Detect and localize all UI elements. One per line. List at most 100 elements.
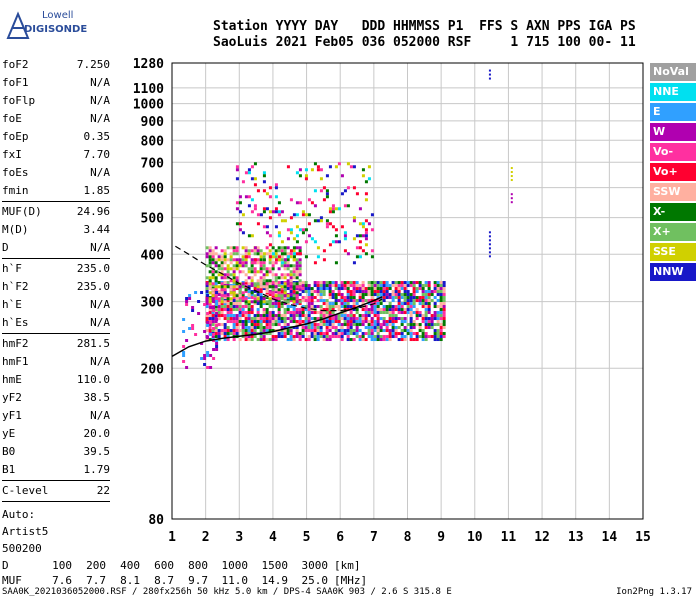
- echo-point: [340, 314, 344, 318]
- muf-cell: 11.0: [221, 574, 249, 587]
- echo-point: [307, 234, 311, 238]
- echo-point: [265, 320, 269, 324]
- echo-point: [247, 252, 251, 256]
- echo-point: [436, 305, 440, 309]
- echo-point: [271, 281, 275, 285]
- param-value: 110.0: [76, 373, 110, 386]
- echo-point: [376, 290, 380, 294]
- echo-point: [247, 300, 251, 304]
- echo-point: [217, 302, 221, 306]
- echo-point: [316, 168, 320, 172]
- echo-point: [367, 293, 371, 297]
- echo-point: [256, 323, 260, 327]
- echo-point: [415, 287, 419, 291]
- echo-point: [424, 284, 428, 288]
- echo-point: [385, 326, 389, 330]
- echo-point: [442, 290, 446, 294]
- echo-point: [241, 320, 245, 324]
- echo-point: [436, 329, 440, 333]
- echo-point: [223, 252, 227, 256]
- echo-point: [322, 299, 326, 303]
- echo-point: [208, 261, 212, 265]
- echo-point: [510, 179, 513, 182]
- echo-point: [292, 317, 296, 321]
- echo-point: [295, 335, 299, 339]
- echo-point: [256, 308, 260, 312]
- echo-point: [388, 296, 392, 300]
- echo-point: [334, 207, 338, 211]
- echo-point: [370, 284, 374, 288]
- echo-point: [301, 320, 305, 324]
- echo-point: [352, 332, 356, 336]
- echo-point: [217, 293, 221, 297]
- echo-point: [322, 323, 326, 327]
- echo-point: [313, 329, 317, 333]
- echo-point: [301, 228, 305, 232]
- echo-point: [313, 204, 317, 208]
- muf-cell: 8.7: [154, 574, 174, 587]
- echo-point: [328, 165, 332, 169]
- echo-point: [295, 246, 299, 250]
- echo-point: [259, 213, 263, 217]
- echo-point: [277, 320, 281, 324]
- echo-point: [205, 264, 209, 268]
- param-label: h`E: [2, 298, 22, 311]
- echo-point: [304, 174, 308, 178]
- echo-point: [325, 195, 329, 199]
- echo-point: [298, 302, 302, 306]
- muf-cell: 25.0: [301, 574, 329, 587]
- echo-point: [334, 240, 338, 244]
- echo-point: [271, 329, 275, 333]
- param-label: C-level: [2, 484, 49, 497]
- echo-point: [301, 287, 305, 291]
- echo-point: [265, 207, 269, 211]
- echo-point: [409, 317, 413, 321]
- echo-point: [238, 302, 242, 306]
- echo-point: [259, 279, 263, 283]
- echo-point: [226, 329, 230, 333]
- echo-point: [409, 311, 413, 315]
- echo-point: [373, 314, 377, 318]
- echo-point: [376, 323, 380, 327]
- echo-point: [373, 326, 377, 330]
- echo-point: [244, 335, 248, 339]
- echo-point: [283, 317, 287, 321]
- y-tick-label: 1100: [133, 82, 164, 97]
- echo-point: [223, 314, 227, 318]
- echo-point: [373, 293, 377, 297]
- x-tick-label: 5: [303, 530, 311, 545]
- echo-point: [259, 293, 263, 297]
- echo-point: [370, 281, 374, 285]
- echo-point: [304, 317, 308, 321]
- echo-point: [223, 285, 227, 289]
- echo-point: [220, 294, 224, 298]
- echo-point: [238, 329, 242, 333]
- echo-point: [313, 284, 317, 288]
- echo-point: [391, 320, 395, 324]
- echo-point: [316, 165, 320, 169]
- echo-point: [259, 276, 263, 280]
- echo-point: [208, 287, 212, 291]
- echo-point: [277, 249, 281, 253]
- echo-point: [322, 198, 326, 202]
- echo-point: [244, 297, 248, 301]
- echo-point: [337, 317, 341, 321]
- echo-point: [232, 305, 236, 309]
- echo-point: [292, 282, 296, 286]
- echo-point: [259, 267, 263, 271]
- echo-point: [280, 264, 284, 268]
- echo-point: [328, 317, 332, 321]
- echo-point: [295, 287, 299, 291]
- echo-point: [352, 165, 356, 169]
- echo-point: [403, 302, 407, 306]
- param-value: 1.79: [83, 463, 111, 476]
- echo-point: [277, 234, 281, 238]
- echo-point: [286, 296, 290, 300]
- echo-point: [298, 300, 302, 304]
- echo-point: [280, 302, 284, 306]
- echo-point: [232, 246, 236, 250]
- echo-point: [214, 332, 218, 336]
- echo-point: [301, 213, 305, 217]
- echo-point: [238, 308, 242, 312]
- echo-point: [421, 296, 425, 300]
